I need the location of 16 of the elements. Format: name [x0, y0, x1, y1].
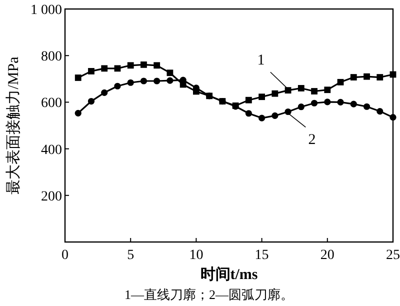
x-tick-label: 5 — [127, 248, 134, 263]
text: 1—直线刀廓；2—圆弧刀廓。 — [124, 287, 294, 302]
y-tick-label: 800 — [41, 50, 62, 65]
y-tick-label: 1 000 — [30, 3, 62, 18]
x-axis-title: 时间t/ms — [200, 266, 258, 283]
y-tick-label: 200 — [41, 189, 62, 204]
y-tick-label: 600 — [41, 96, 62, 112]
series-label: 1 — [257, 52, 265, 68]
x-tick-label: 10 — [189, 248, 204, 263]
x-tick-label: 15 — [254, 248, 269, 263]
x-tick-label: 20 — [320, 248, 334, 263]
y-tick-label: 400 — [41, 142, 62, 158]
legend-label: 2 — [308, 132, 316, 148]
y-axis-title: 最大表面接触力/MPa — [5, 56, 22, 194]
x-tick-label: 25 — [386, 248, 400, 263]
x-tick-label: 0 — [62, 248, 68, 263]
